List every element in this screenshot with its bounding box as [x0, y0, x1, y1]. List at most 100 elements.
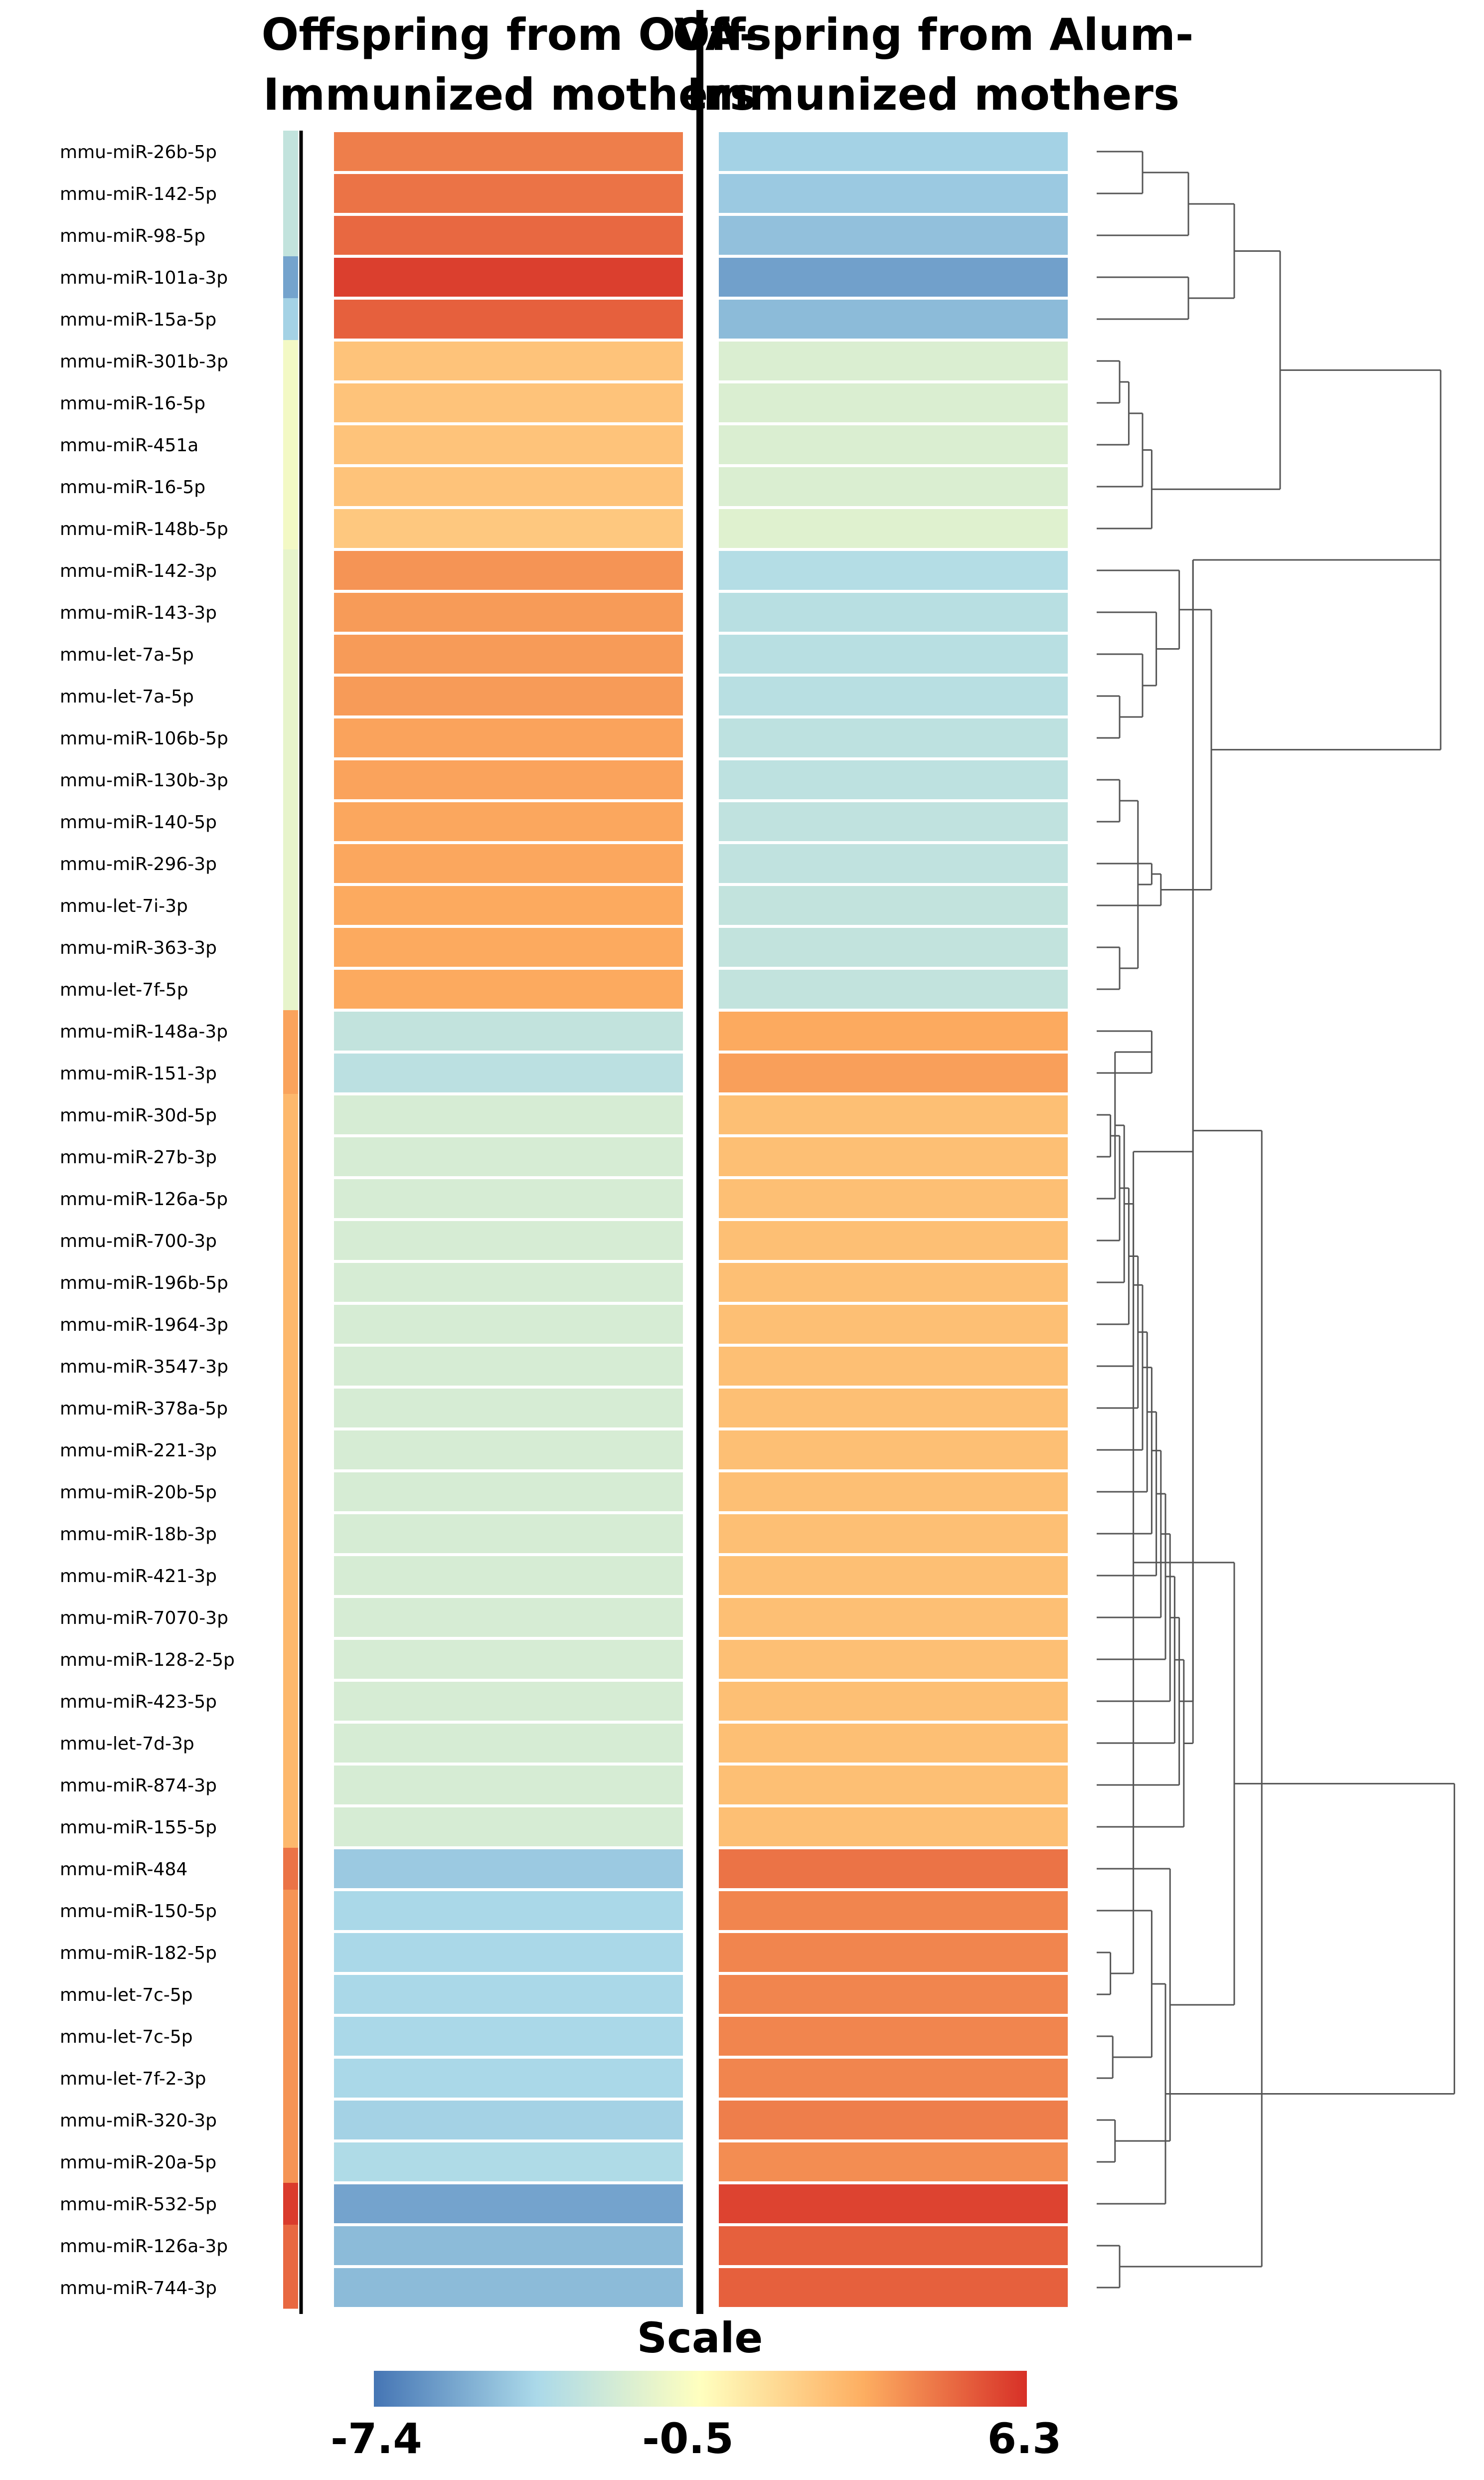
sidebar-cell	[283, 1052, 298, 1094]
row-label: mmu-miR-151-3p	[60, 1063, 217, 1084]
sidebar-cell	[283, 1806, 298, 1848]
heatmap-cell-alum	[719, 1975, 1068, 2014]
row-label: mmu-miR-423-5p	[60, 1692, 217, 1712]
scale-tick-min: -7.4	[330, 2414, 422, 2463]
sidebar-cell	[283, 1094, 298, 1136]
row-label: mmu-miR-484	[60, 1859, 187, 1880]
heatmap-cell-ova	[334, 2184, 683, 2223]
row-label: mmu-let-7a-5p	[60, 687, 194, 707]
heatmap-cell-alum	[719, 1221, 1068, 1260]
heatmap-cell-ova	[334, 1807, 683, 1846]
heatmap-cell-alum	[719, 1472, 1068, 1511]
heatmap-cell-alum	[719, 1514, 1068, 1553]
scale-title: Scale	[637, 2313, 763, 2362]
row-label: mmu-miR-98-5p	[60, 226, 205, 246]
heatmap-cell-ova	[334, 1766, 683, 1804]
heatmap-cell-ova	[334, 2101, 683, 2139]
row-label: mmu-miR-378a-5p	[60, 1399, 228, 1419]
heatmap-cell-ova	[334, 760, 683, 799]
row-label: mmu-miR-16-5p	[60, 393, 205, 414]
sidebar-cell	[283, 885, 298, 927]
sidebar-cell	[283, 2099, 298, 2141]
row-label: mmu-miR-26b-5p	[60, 142, 217, 163]
row-label: mmu-miR-18b-3p	[60, 1524, 217, 1545]
heatmap-cell-alum	[719, 1095, 1068, 1134]
sidebar-cell	[283, 1345, 298, 1388]
row-label: mmu-miR-126a-3p	[60, 2236, 228, 2257]
row-label: mmu-let-7c-5p	[60, 2027, 193, 2047]
row-label: mmu-let-7c-5p	[60, 1985, 193, 2005]
row-label: mmu-miR-128-2-5p	[60, 1650, 235, 1670]
heatmap-cell-alum	[719, 970, 1068, 1009]
sidebar-cell	[283, 1471, 298, 1513]
sidebar-cell	[283, 1638, 298, 1681]
heatmap-cell-alum	[719, 1807, 1068, 1846]
sidebar-cell	[283, 1764, 298, 1806]
sidebar-cell	[283, 1555, 298, 1597]
sidebar-cell	[283, 1261, 298, 1304]
heatmap-cell-alum	[719, 1430, 1068, 1469]
row-label: mmu-miR-101a-3p	[60, 268, 228, 288]
sidebar-cell	[283, 1303, 298, 1346]
heatmap-cell-ova	[334, 1556, 683, 1595]
sidebar-cell	[283, 466, 298, 508]
sidebar-cell	[283, 926, 298, 969]
heatmap-cell-alum	[719, 802, 1068, 841]
heatmap-cell-alum	[719, 2184, 1068, 2223]
heatmap-cell-ova	[334, 425, 683, 464]
sidebar-cell	[283, 1387, 298, 1429]
sidebar-cell	[283, 173, 298, 215]
heatmap-cell-alum	[719, 551, 1068, 590]
heatmap-cell-alum	[719, 1849, 1068, 1888]
sidebar-cell	[283, 968, 298, 1011]
row-label: mmu-miR-126a-5p	[60, 1189, 228, 1210]
heatmap-cell-ova	[334, 886, 683, 925]
sidebar-cell	[283, 843, 298, 885]
heatmap-cell-ova	[334, 1305, 683, 1344]
column-title-ova-line-2: Immunized mothers	[263, 69, 756, 120]
heatmap-cell-alum	[719, 2226, 1068, 2265]
heatmap-cell-alum	[719, 2101, 1068, 2139]
heatmap-cell-alum	[719, 509, 1068, 548]
heatmap-cell-ova	[334, 1472, 683, 1511]
heatmap-cell-alum	[719, 216, 1068, 255]
row-label: mmu-let-7i-3p	[60, 896, 188, 916]
row-label: mmu-miR-140-5p	[60, 812, 217, 833]
sidebar-cell	[283, 2267, 298, 2309]
heatmap-cell-ova	[334, 970, 683, 1009]
heatmap-cell-alum	[719, 677, 1068, 715]
sidebar-cell	[283, 1429, 298, 1471]
heatmap-cell-alum	[719, 760, 1068, 799]
heatmap-cell-alum	[719, 928, 1068, 967]
heatmap-cell-alum	[719, 2017, 1068, 2056]
row-label: mmu-miR-532-5p	[60, 2194, 217, 2215]
column-title-ova-line-1: Offspring from OVA-	[262, 9, 758, 60]
heatmap-cell-alum	[719, 886, 1068, 925]
sidebar-cell	[283, 2141, 298, 2183]
row-label: mmu-miR-148b-5p	[60, 519, 228, 539]
row-label: mmu-miR-421-3p	[60, 1566, 217, 1587]
heatmap-cell-ova	[334, 1514, 683, 1553]
sidebar-cell	[283, 2225, 298, 2267]
heatmap-cell-alum	[719, 1724, 1068, 1763]
sidebar-cell	[283, 1932, 298, 1974]
heatmap-cell-alum	[719, 1305, 1068, 1344]
sidebar-cell	[283, 2183, 298, 2225]
heatmap-cell-alum	[719, 2142, 1068, 2181]
sidebar-cell	[283, 633, 298, 676]
sidebar-cell	[283, 759, 298, 801]
sidebar-cell	[283, 1973, 298, 2016]
heatmap-cell-alum	[719, 342, 1068, 380]
heatmap-cell-ova	[334, 802, 683, 841]
heatmap-cell-alum	[719, 425, 1068, 464]
sidebar-cell	[283, 717, 298, 759]
row-label: mmu-let-7f-5p	[60, 980, 188, 1000]
heatmap-cell-ova	[334, 383, 683, 422]
heatmap-cell-ova	[334, 928, 683, 967]
row-label: mmu-miR-196b-5p	[60, 1273, 228, 1293]
sidebar-cell	[283, 1220, 298, 1262]
row-label: mmu-miR-874-3p	[60, 1775, 217, 1796]
heatmap-cell-ova	[334, 1891, 683, 1930]
row-label: mmu-miR-744-3p	[60, 2278, 217, 2299]
